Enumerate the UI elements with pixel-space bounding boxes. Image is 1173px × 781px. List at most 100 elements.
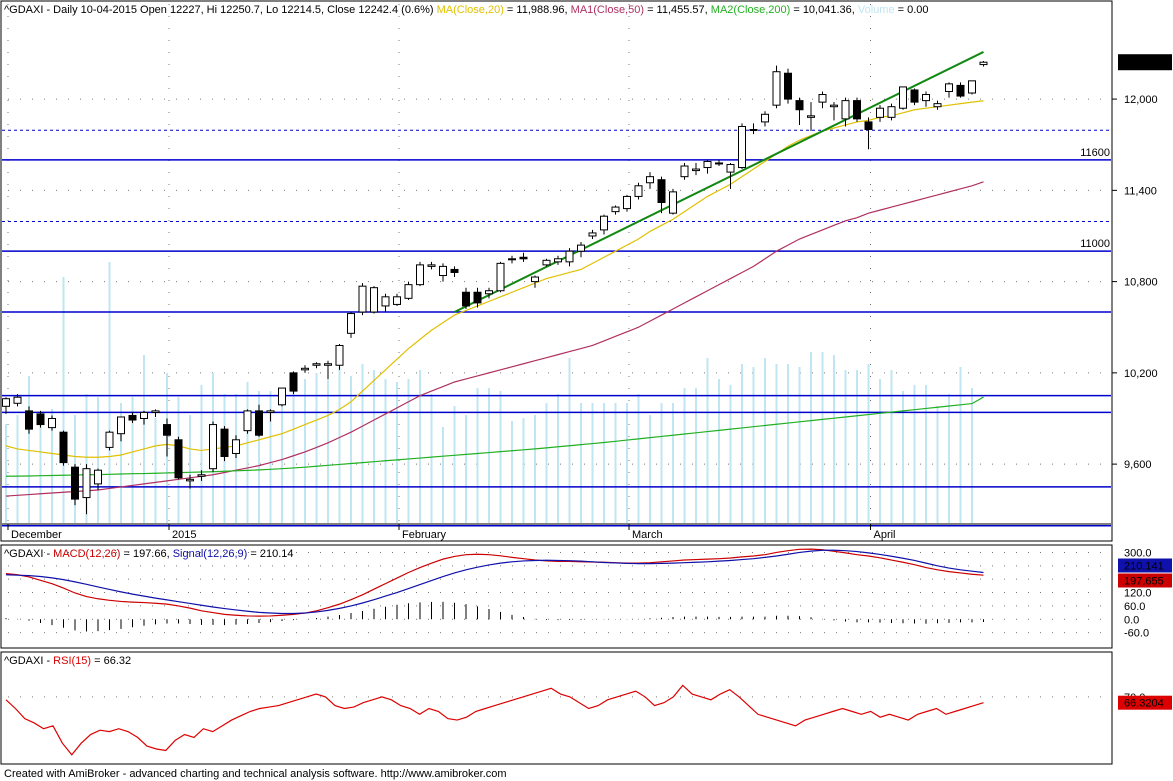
volume-bar [361, 364, 364, 523]
candle-body [163, 424, 171, 436]
volume-bar [235, 394, 237, 523]
volume-bar [718, 379, 720, 523]
volume-bar [246, 382, 249, 523]
volume-bar [499, 391, 502, 523]
candle-body [726, 163, 735, 173]
volume-bar [143, 355, 145, 523]
volume-bar [775, 364, 778, 523]
volume-bar [304, 379, 306, 523]
macd-value-label: 197.655 [1124, 576, 1164, 588]
candle-body [565, 250, 574, 263]
volume-bar [695, 388, 697, 523]
candle-body [71, 466, 79, 500]
candle-body [680, 165, 689, 178]
candle-body [669, 191, 677, 214]
hline-label: 11000 [1080, 238, 1110, 250]
volume-bar [407, 379, 410, 523]
candle-body [600, 215, 608, 231]
volume-bar [844, 370, 847, 523]
candle-body [427, 264, 436, 267]
candle-body [841, 100, 850, 120]
volume-bar [637, 394, 640, 523]
volume-bar [200, 385, 203, 523]
volume-bar [557, 394, 559, 523]
macd-axis-label: -60.0 [1124, 628, 1149, 640]
volume-layer [5, 262, 973, 523]
volume-bar [5, 424, 7, 523]
candle-body [36, 413, 45, 426]
candle-body [209, 424, 217, 470]
volume-bar [833, 355, 835, 523]
candle-body [462, 291, 470, 307]
candle-body [473, 291, 482, 304]
candle-body [220, 428, 229, 458]
x-axis-label: December [11, 529, 62, 541]
volume-bar [810, 352, 812, 523]
volume-bar [131, 397, 134, 523]
rsi-line [5, 684, 984, 756]
volume-bar [867, 364, 870, 523]
volume-bar [959, 367, 962, 523]
volume-bar [856, 370, 858, 523]
volume-bar [568, 358, 571, 523]
candle-body [542, 259, 551, 266]
rsi-value-box [1118, 695, 1172, 710]
macd-series-line [5, 549, 984, 615]
volume-bar [189, 415, 191, 523]
volume-bar [419, 370, 421, 523]
candle-body [715, 162, 723, 165]
candle-body [105, 431, 114, 448]
candle-body [818, 94, 827, 103]
price-axis-label: 11,400 [1124, 185, 1157, 197]
candle-body [94, 469, 102, 485]
trendline-layer [454, 51, 984, 313]
candle-body [623, 195, 631, 210]
candle-body [496, 262, 505, 292]
candle-body [2, 398, 10, 407]
candle-body [738, 125, 746, 169]
candle-body [186, 478, 194, 482]
candle-body [393, 296, 401, 305]
macd-panel-frame [0, 544, 1113, 649]
volume-bar [465, 415, 467, 523]
volume-bar [580, 403, 582, 523]
volume-bar [108, 262, 111, 523]
candle-body [761, 113, 769, 123]
volume-bar [292, 382, 295, 523]
candle-body [864, 121, 873, 131]
rsi-layer: 70.066.3204 [5, 684, 1172, 756]
candle-body [887, 106, 896, 118]
last-price-box [1118, 54, 1172, 71]
candle-body [301, 367, 309, 371]
volume-bar [890, 370, 893, 523]
candle-body [324, 363, 332, 366]
volume-bar [626, 403, 628, 523]
candle-body [853, 100, 861, 120]
price-header: ^GDAXI - Daily 10-04-2015 Open 12227, Hi… [4, 4, 929, 16]
candle-body [646, 176, 654, 184]
volume-bar [729, 385, 732, 523]
volume-bar [649, 415, 651, 523]
candle-body [59, 431, 68, 464]
candle-body [611, 206, 620, 213]
candle-body [772, 71, 781, 106]
volume-bar [281, 388, 283, 523]
candle-body [634, 185, 643, 197]
price-axis-label: 9,600 [1124, 459, 1152, 471]
volume-bar [522, 418, 525, 523]
horizontal-lines-layer: 11600 11000 [2, 129, 1111, 527]
volume-bar [384, 379, 387, 523]
candle-body [243, 410, 252, 432]
candle-body [657, 179, 666, 204]
volume-bar [258, 391, 260, 523]
candle-body [692, 168, 700, 172]
volume-bar [603, 403, 605, 523]
price-axis-label: 10,200 [1124, 368, 1158, 380]
volume-bar [706, 358, 709, 523]
candle-body [25, 410, 33, 430]
volume-bar [62, 277, 65, 523]
signal-value-label: 210.141 [1124, 561, 1164, 573]
candle-body [404, 284, 413, 299]
volume-bar [97, 397, 99, 523]
moving-average-line [5, 100, 984, 458]
